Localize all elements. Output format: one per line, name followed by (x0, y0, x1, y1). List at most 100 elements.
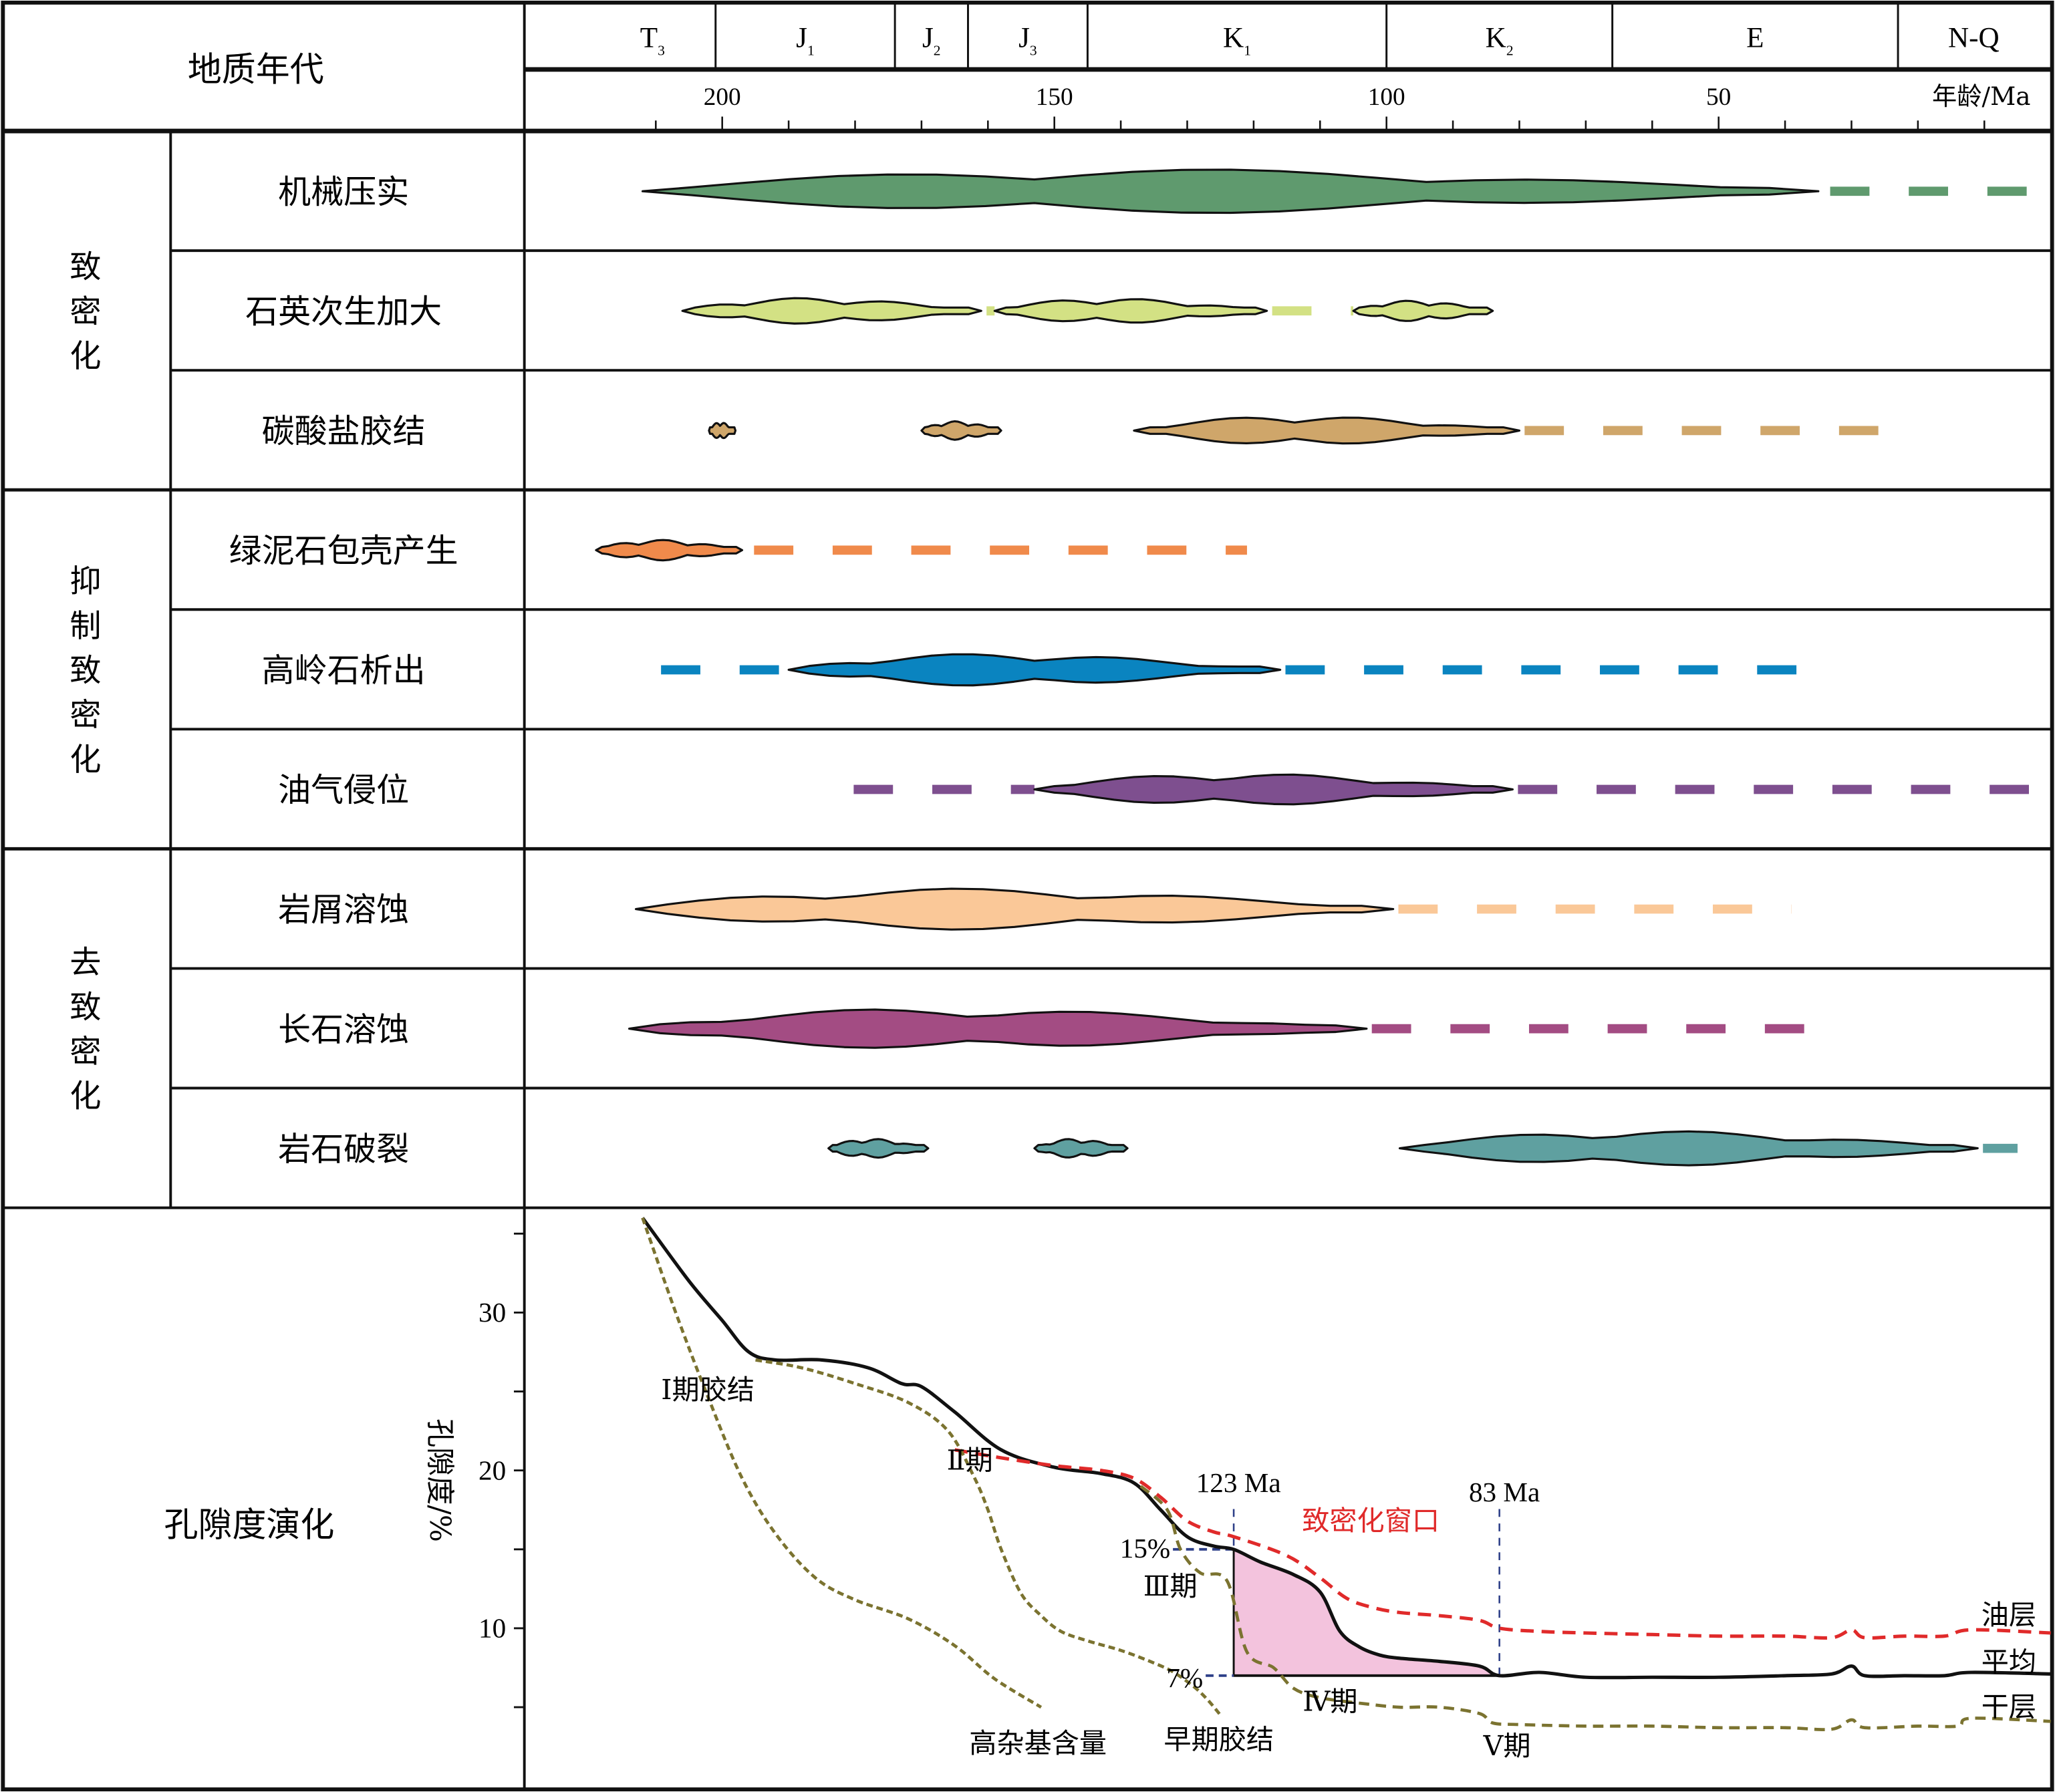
process-label: 机械压实 (278, 173, 409, 211)
process-active-segment (641, 168, 1820, 214)
process-label: 石英次生加大 (245, 293, 442, 331)
stage4-label: Ⅳ期 (1303, 1685, 1357, 1717)
process-rows: 机械压实石英次生加大碳酸盐胶结绿泥石包壳产生高岭石析出油气侵位岩屑溶蚀长石溶蚀岩… (229, 168, 2050, 1168)
porosity-tick-label: 20 (478, 1455, 506, 1485)
process-row: 岩屑溶蚀 (278, 887, 1792, 931)
group-label-char: 密 (70, 1034, 101, 1070)
process-row: 长石溶蚀 (278, 1008, 1818, 1049)
period-label: K1 (1223, 23, 1251, 59)
period-label: J1 (796, 23, 815, 59)
process-row: 绿泥石包壳产生 (229, 532, 1247, 570)
average-label: 平均 (1981, 1646, 2036, 1678)
process-row: 高岭石析出 (262, 651, 1812, 690)
window-start-age: 123 Ma (1196, 1467, 1281, 1498)
period-subscript: 3 (1030, 42, 1037, 58)
process-row: 石英次生加大 (245, 293, 1494, 331)
period-label: N-Q (1948, 23, 2000, 54)
process-active-segment (1033, 1138, 1129, 1159)
process-active-segment (827, 1138, 930, 1159)
process-active-segment (993, 298, 1268, 324)
process-label: 岩屑溶蚀 (278, 891, 409, 929)
process-active-segment (595, 539, 744, 562)
age-tick-label: 200 (704, 84, 741, 111)
porosity-tick-label: 30 (478, 1297, 506, 1328)
process-row: 油气侵位 (278, 771, 2050, 809)
porosity-series-average (641, 1217, 2051, 1680)
period-label: J2 (922, 23, 941, 59)
process-active-segment (920, 420, 1002, 441)
group-label-char: 制 (70, 608, 101, 645)
stage2-label: Ⅱ期 (947, 1445, 993, 1477)
stage1-label: Ⅰ期胶结 (661, 1374, 755, 1406)
group-label-char: 密 (70, 293, 101, 330)
period-label: T3 (640, 23, 665, 59)
group-label-char: 化 (70, 338, 101, 375)
geologic-age-title: 地质年代 (188, 51, 324, 90)
process-label: 碳酸盐胶结 (262, 412, 426, 450)
age-tick-label: 150 (1036, 84, 1073, 111)
period-label: K2 (1486, 23, 1514, 59)
age-axis: 200 150 100 50 (655, 84, 1985, 132)
porosity-7-label: 7% (1166, 1662, 1203, 1693)
age-tick-label: 50 (1706, 84, 1731, 111)
process-label: 岩石破裂 (278, 1130, 409, 1168)
tight-window-label: 致密化窗口 (1302, 1505, 1440, 1537)
process-label: 高岭石析出 (262, 651, 426, 690)
process-row: 机械压实 (278, 168, 2050, 214)
early-cement-label: 早期胶结 (1163, 1723, 1274, 1755)
window-end-age: 83 Ma (1469, 1477, 1540, 1507)
process-label: 绿泥石包壳产生 (229, 532, 458, 570)
age-axis-label: 年龄/Ma (1932, 82, 2030, 111)
porosity-tick-label: 10 (478, 1613, 506, 1644)
process-active-segment (787, 653, 1282, 687)
period-subscript: 1 (1244, 42, 1251, 58)
matrix-label: 高杂基含量 (969, 1727, 1107, 1759)
group-label-char: 致 (70, 249, 101, 286)
porosity-series-dry-layer (1139, 1485, 2051, 1731)
process-active-segment (634, 887, 1395, 931)
group-label-char: 致 (70, 652, 101, 689)
porosity-plot (641, 1217, 2051, 1731)
period-row: T3 J1 J2 J3 K1 K2 E N-Q (640, 2, 2000, 69)
dry-layer-label: 干层 (1981, 1690, 2036, 1723)
period-subscript: 1 (807, 42, 815, 58)
process-active-segment (1033, 773, 1514, 806)
process-active-segment (708, 422, 737, 440)
process-active-segment (1133, 416, 1521, 445)
porosity-series-oil-layer (954, 1448, 2051, 1640)
group-label-char: 致 (70, 989, 101, 1026)
process-label: 长石溶蚀 (278, 1010, 409, 1048)
group-label-char: 抑 (70, 563, 101, 600)
process-row: 岩石破裂 (278, 1130, 2018, 1168)
oil-layer-label: 油层 (1981, 1599, 2036, 1631)
group-label-char: 去 (70, 945, 101, 982)
stage5-label: Ⅴ期 (1483, 1730, 1531, 1762)
porosity-series-high-matrix (641, 1217, 1043, 1709)
porosity-15-label: 15% (1120, 1533, 1170, 1563)
process-active-segment (1398, 1130, 1979, 1167)
group-label-char: 化 (70, 742, 101, 778)
porosity-section-label: 孔隙度演化 (164, 1506, 335, 1545)
group-label-char: 密 (70, 697, 101, 734)
porosity-axis-label: 孔隙度/% (423, 1418, 456, 1542)
process-row: 碳酸盐胶结 (262, 412, 1885, 450)
porosity-axis: 30 20 10 (478, 1232, 525, 1708)
stage3-label: Ⅲ期 (1143, 1570, 1198, 1602)
period-label: E (1746, 23, 1764, 54)
process-active-segment (681, 297, 982, 325)
process-label: 油气侵位 (278, 771, 409, 809)
age-tick-label: 100 (1368, 84, 1405, 111)
period-subscript: 2 (1506, 42, 1514, 58)
row-dividers (3, 249, 2052, 1090)
period-subscript: 2 (934, 42, 941, 58)
period-subscript: 3 (658, 42, 665, 58)
group-label-char: 化 (70, 1078, 101, 1115)
process-active-segment (1352, 299, 1494, 322)
tight-window-area (1234, 1549, 1500, 1676)
porosity-annotations: Ⅰ期胶结 Ⅱ期 Ⅲ期 Ⅳ期 Ⅴ期 高杂基含量 早期胶结 致密化窗口 123 Ma… (661, 1374, 2036, 1762)
period-label: J3 (1018, 23, 1037, 59)
